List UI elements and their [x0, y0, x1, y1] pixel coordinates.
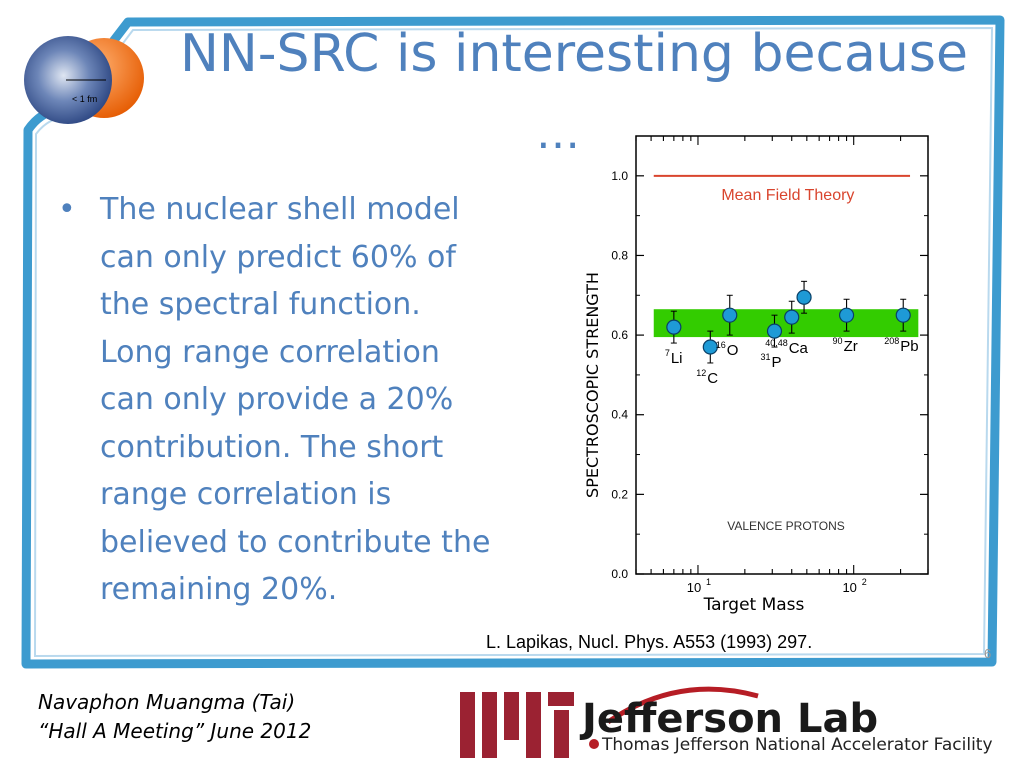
y-tick-label: 0.0: [611, 567, 628, 581]
element-label: Li: [671, 350, 683, 367]
jlab-swoosh: [606, 686, 759, 725]
element-label: Ca: [789, 340, 809, 357]
jlab-dot-icon: [589, 739, 599, 749]
x-tick-exponent: 1: [706, 577, 711, 587]
citation: L. Lapikas, Nucl. Phys. A553 (1993) 297.: [486, 632, 813, 652]
valence-protons-label: VALENCE PROTONS: [727, 519, 845, 533]
nucleon-pair-logo: < 1 fm: [24, 36, 144, 124]
bullet-list: • The nuclear shell model can only predi…: [58, 186, 498, 614]
y-tick-label: 0.2: [611, 487, 628, 501]
bullet-text: The nuclear shell model can only predict…: [100, 192, 491, 607]
isotope-mass-label: 12: [696, 368, 706, 378]
element-label: P: [771, 354, 781, 371]
data-point: [895, 307, 911, 323]
y-tick-label: 0.6: [611, 328, 628, 342]
element-label: C: [707, 370, 718, 387]
data-point: [722, 307, 738, 323]
plot-frame: [635, 135, 929, 575]
author-name: Navaphon Muangma (Tai): [38, 690, 296, 714]
isotope-mass-label: 7: [665, 348, 670, 358]
y-tick-label: 1.0: [611, 169, 628, 183]
isotope-mass-label: 16: [716, 340, 726, 350]
mit-logo: [460, 692, 574, 758]
atom-scale-label: < 1 fm: [72, 94, 97, 104]
element-label: O: [727, 342, 739, 359]
page-number: 6: [984, 646, 992, 661]
y-tick-label: 0.8: [611, 248, 628, 262]
mit-jlab-logo: Jefferson Lab Thomas Jefferson National …: [460, 686, 993, 758]
data-point: [702, 339, 718, 355]
y-tick-label: 0.4: [611, 408, 628, 422]
bullet-dot-icon: •: [58, 192, 76, 227]
isotope-mass-label: 31: [760, 352, 770, 362]
x-tick-label: 10: [687, 580, 701, 595]
jlab-subtitle: Thomas Jefferson National Accelerator Fa…: [601, 735, 993, 755]
data-point: [666, 319, 682, 335]
data-point: [766, 323, 783, 339]
data-point: [784, 309, 800, 325]
isotope-mass-label: 90: [833, 336, 843, 346]
jlab-logo-text: Jefferson Lab: [579, 696, 878, 742]
isotope-mass-label: 208: [884, 336, 899, 346]
mean-field-label: Mean Field Theory: [721, 187, 854, 204]
spectroscopic-strength-chart: 0.0 0.2 0.4 0.6 0.8 1.0 10 1 10 2 7 Li 12 C 16 O 31 P 40,…: [583, 135, 929, 615]
element-label: Zr: [844, 338, 858, 355]
isotope-mass-label: 40,48: [765, 338, 788, 348]
slide-title-continuation: …: [536, 108, 580, 159]
x-tick-exponent: 2: [862, 577, 867, 587]
data-point: [838, 307, 855, 323]
element-label: Pb: [900, 338, 918, 355]
author-block: Navaphon Muangma (Tai) “Hall A Meeting” …: [38, 688, 311, 746]
x-axis-label: Target Mass: [703, 595, 805, 615]
y-axis-label: SPECTROSCOPIC STRENGTH: [583, 272, 602, 498]
meeting-name: “Hall A Meeting” June 2012: [38, 719, 312, 743]
data-point: [796, 289, 812, 305]
x-tick-label: 10: [842, 580, 856, 595]
slide-title: NN-SRC is interesting because: [180, 24, 968, 84]
